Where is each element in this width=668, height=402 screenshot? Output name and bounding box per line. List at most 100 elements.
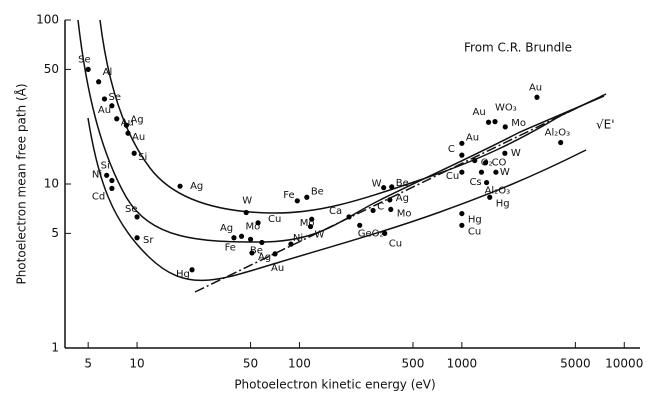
data-point — [307, 223, 314, 230]
point-label: W — [511, 148, 521, 159]
point-label: Ca — [329, 206, 342, 217]
point-label: Mo — [300, 218, 315, 229]
data-point — [459, 152, 465, 158]
point-label: Al₂O₃ — [485, 186, 511, 197]
point-label: Be — [250, 245, 263, 256]
point-label: Be — [396, 178, 409, 189]
data-point — [492, 119, 498, 125]
point-label: Se — [108, 92, 121, 103]
point-label: Si — [101, 160, 110, 171]
data-point — [534, 94, 540, 100]
y-tick-label: 10 — [44, 177, 59, 191]
point-label: W — [372, 179, 382, 190]
point-label: Cu — [389, 238, 402, 249]
point-label: W — [315, 230, 325, 241]
data-point — [134, 214, 140, 220]
data-point — [357, 222, 363, 228]
data-point — [114, 116, 120, 122]
point-label: Al₂O₃ — [545, 128, 571, 139]
data-point — [231, 235, 237, 241]
data-point — [123, 122, 130, 128]
point-label: Au — [466, 132, 479, 143]
data-point — [109, 177, 115, 184]
data-point — [104, 172, 110, 178]
x-tick-label: 5000 — [560, 357, 591, 371]
data-point — [131, 150, 137, 156]
data-point — [96, 79, 102, 85]
annotation-box — [428, 10, 608, 40]
data-point — [259, 239, 265, 246]
data-point — [101, 96, 108, 102]
point-label: W — [242, 196, 252, 207]
data-point — [346, 214, 352, 220]
point-label: Cd — [92, 191, 105, 202]
point-label: Se — [125, 204, 138, 215]
x-tick-label: 500 — [402, 357, 425, 371]
data-point — [309, 216, 315, 222]
data-point — [459, 169, 465, 175]
data-point — [459, 140, 465, 146]
point-label: Hg — [468, 215, 482, 226]
data-point — [493, 169, 499, 175]
point-label: C — [377, 201, 384, 212]
point-label: Cu — [468, 226, 481, 237]
sqrt-e-line — [194, 93, 607, 293]
point-label: Ni — [293, 233, 303, 244]
x-tick-label: 100 — [288, 357, 311, 371]
point-label: Fe — [225, 242, 236, 253]
point-label: C — [448, 144, 455, 155]
y-tick-label: 100 — [36, 13, 59, 27]
data-point — [472, 157, 478, 164]
point-label: GeO₂ — [358, 228, 384, 239]
y-axis-label: Photoelectron mean free path (Å) — [14, 83, 29, 284]
y-tick-label: 1 — [51, 341, 59, 355]
point-label: Mo — [397, 208, 412, 219]
data-point — [482, 160, 489, 166]
data-point — [238, 233, 245, 239]
point-label: Ag — [130, 114, 143, 125]
point-label: Hg — [176, 269, 190, 280]
data-point — [109, 185, 115, 192]
data-point — [125, 130, 131, 136]
point-label: Cu — [268, 214, 281, 225]
data-point — [272, 251, 278, 257]
annotation: From C.R. Brundle — [464, 41, 572, 55]
data-point — [388, 206, 394, 213]
data-point — [247, 236, 254, 242]
data-point — [485, 119, 492, 125]
point-label: Cs — [469, 177, 481, 188]
x-tick-label: 10000 — [605, 357, 643, 371]
point-label: Ag — [190, 181, 203, 192]
x-axis-label: Photoelectron kinetic energy (eV) — [234, 378, 435, 392]
data-point — [389, 184, 395, 190]
point-label: Sr — [143, 235, 154, 246]
point-label: Ag — [220, 223, 233, 234]
point-label: Mo — [511, 118, 526, 129]
point-label: Ag — [258, 252, 271, 263]
point-label: Au — [271, 263, 284, 274]
y-tick-label: 5 — [51, 226, 59, 240]
data-point — [294, 198, 300, 204]
data-point — [370, 207, 376, 214]
point-label: Be — [311, 186, 324, 197]
data-point — [189, 267, 195, 273]
data-point — [487, 194, 493, 200]
point-label: WO₃ — [495, 103, 517, 114]
x-tick-label: 5 — [84, 357, 92, 371]
data-point — [85, 66, 91, 72]
fit-curve-lower — [87, 117, 587, 282]
data-point — [459, 222, 465, 228]
point-label: W — [500, 167, 510, 178]
point-label: Si — [138, 152, 147, 163]
data-point — [502, 124, 508, 130]
data-point — [249, 250, 255, 256]
data-point — [387, 197, 393, 203]
data-point — [109, 103, 115, 109]
point-label: Cu — [446, 171, 459, 182]
data-point — [558, 139, 564, 146]
point-label: Se — [78, 54, 91, 65]
point-label: Hg — [496, 198, 510, 209]
x-tick-label: 10 — [129, 357, 144, 371]
data-point — [483, 179, 490, 186]
